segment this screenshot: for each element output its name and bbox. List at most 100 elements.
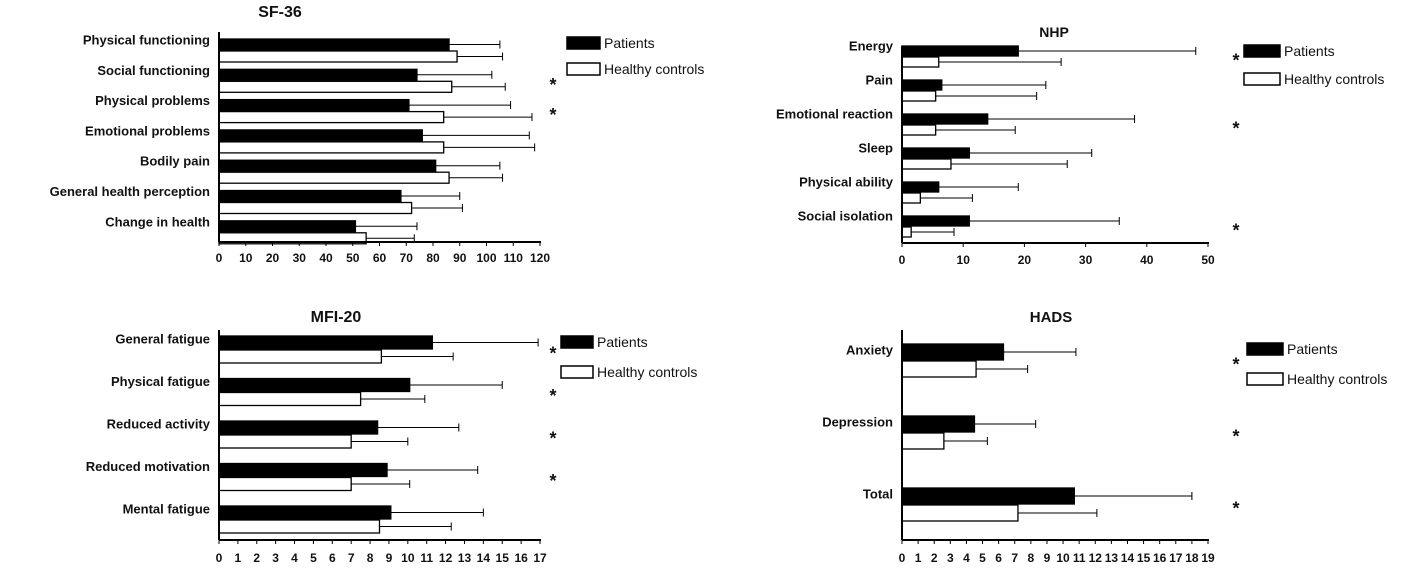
nhp-category-label: Sleep (858, 141, 893, 156)
mfi20-bar-patients (218, 335, 434, 350)
nhp-category-label: Physical ability (799, 175, 894, 190)
mfi20-bar-controls (218, 476, 352, 492)
nhp-significance-star: * (1232, 51, 1239, 71)
mfi20-bar-controls (218, 434, 352, 449)
sf36-bar-patients (218, 129, 423, 142)
mfi20-x-tick-label: 6 (329, 551, 336, 565)
nhp-bar-patients (901, 181, 940, 193)
mfi20-x-tick-label: 14 (477, 551, 491, 565)
sf36-bar-patients (218, 98, 410, 112)
sf36-x-tick-label: 80 (426, 251, 440, 265)
mfi20-x-tick-label: 13 (458, 551, 472, 565)
sf36-legend-swatch-patients (566, 36, 601, 50)
mfi20-bar-patients (218, 505, 392, 520)
sf36-panel: SF-36 Physical functioning Social function… (50, 4, 705, 265)
hads-x-tick-label: 15 (1137, 551, 1151, 565)
sf36-bar-patients (218, 220, 357, 233)
sf36-x-tick-label: 120 (530, 251, 550, 265)
hads-x-tick-label: 16 (1153, 551, 1167, 565)
sf36-category-label: General health perception (50, 184, 210, 199)
hads-bar-patients (901, 343, 1005, 361)
mfi20-x-tick-label: 10 (401, 551, 415, 565)
sf36-significance-star: * (549, 105, 556, 125)
nhp-legend-swatch-patients (1243, 44, 1281, 58)
mfi20-bar-controls (218, 391, 362, 407)
sf36-category-label: Emotional problems (85, 123, 210, 138)
hads-category-label: Total (863, 487, 893, 502)
hads-bar-controls (901, 432, 945, 450)
mfi20-bar-controls (218, 519, 381, 534)
hads-category-label: Depression (822, 415, 893, 430)
sf36-bar-patients (218, 68, 418, 81)
nhp-x-tick-label: 20 (1018, 253, 1032, 267)
nhp-bar-controls (901, 226, 912, 238)
nhp-x-tick-label: 10 (957, 253, 971, 267)
sf36-x-tick-label: 40 (319, 251, 333, 265)
mfi20-x-tick-label: 17 (533, 551, 547, 565)
nhp-bar-patients (901, 45, 1019, 57)
nhp-bar-patients (901, 147, 970, 159)
sf36-bar-controls (218, 50, 458, 63)
nhp-bar-controls (901, 192, 922, 204)
nhp-bar-patients (901, 215, 970, 227)
sf36-legend-label-controls: Healthy controls (604, 61, 704, 77)
sf36-x-tick-label: 110 (504, 251, 524, 265)
sf36-bar-patients (218, 189, 402, 203)
mfi20-legend-swatch-patients (560, 335, 594, 349)
hads-x-tick-label: 11 (1073, 551, 1086, 565)
mfi20-x-tick-label: 15 (496, 551, 510, 565)
nhp-category-label: Social isolation (798, 209, 893, 224)
mfi20-category-label: General fatigue (115, 332, 210, 347)
mfi20-category-label: Reduced activity (107, 417, 211, 432)
sf36-x-tick-label: 30 (293, 251, 307, 265)
hads-x-tick-label: 7 (1011, 551, 1018, 565)
sf36-x-tick-label: 20 (266, 251, 280, 265)
hads-x-tick-label: 13 (1105, 551, 1119, 565)
nhp-x-tick-label: 50 (1201, 253, 1215, 267)
sf36-x-tick-label: 70 (400, 251, 414, 265)
hads-bar-controls (901, 504, 1019, 522)
sf36-bar-controls (218, 201, 413, 215)
mfi20-significance-star: * (549, 344, 556, 364)
nhp-bar-controls (901, 90, 937, 102)
nhp-bar-patients (901, 113, 989, 125)
mfi20-significance-star: * (549, 386, 556, 406)
mfi20-legend-label-patients: Patients (597, 334, 648, 350)
mfi20-category-label: Physical fatigue (111, 374, 210, 389)
mfi20-significance-star: * (549, 471, 556, 491)
sf36-significance-star: * (549, 75, 556, 95)
mfi20-legend-swatch-controls (560, 365, 594, 379)
mfi20-category-label: Reduced motivation (86, 459, 210, 474)
nhp-x-tick-label: 0 (899, 253, 906, 267)
hads-legend-label-controls: Healthy controls (1287, 371, 1387, 387)
hads-bar-patients (901, 487, 1075, 505)
hads-x-tick-label: 14 (1121, 551, 1135, 565)
sf36-x-tick-label: 10 (239, 251, 253, 265)
nhp-legend-label-patients: Patients (1284, 43, 1335, 59)
sf36-bar-controls (218, 80, 453, 93)
nhp-significance-star: * (1232, 221, 1239, 241)
nhp-category-label: Energy (849, 39, 894, 54)
mfi20-x-tick-label: 4 (291, 551, 298, 565)
nhp-category-label: Pain (866, 73, 894, 88)
hads-significance-star: * (1232, 427, 1239, 447)
hads-bar-controls (901, 360, 977, 378)
hads-legend-swatch-controls (1246, 372, 1284, 386)
sf36-title: SF-36 (258, 4, 302, 21)
nhp-panel: NHP Energy * Pain Emotional reaction * Sleep Ph… (776, 24, 1384, 267)
nhp-title: NHP (1039, 24, 1069, 40)
hads-x-tick-label: 18 (1185, 551, 1199, 565)
mfi20-x-tick-label: 16 (514, 551, 528, 565)
mfi20-title: MFI-20 (311, 309, 362, 326)
hads-legend-label-patients: Patients (1287, 341, 1338, 357)
hads-x-tick-label: 5 (979, 551, 986, 565)
mfi20-bar-patients (218, 377, 411, 393)
nhp-category-label: Emotional reaction (776, 107, 893, 122)
nhp-bar-controls (901, 158, 952, 170)
mfi20-x-tick-label: 7 (348, 551, 355, 565)
hads-x-tick-label: 3 (947, 551, 954, 565)
mfi20-x-tick-label: 8 (367, 551, 374, 565)
hads-x-tick-label: 19 (1201, 551, 1215, 565)
nhp-x-tick-label: 30 (1079, 253, 1093, 267)
